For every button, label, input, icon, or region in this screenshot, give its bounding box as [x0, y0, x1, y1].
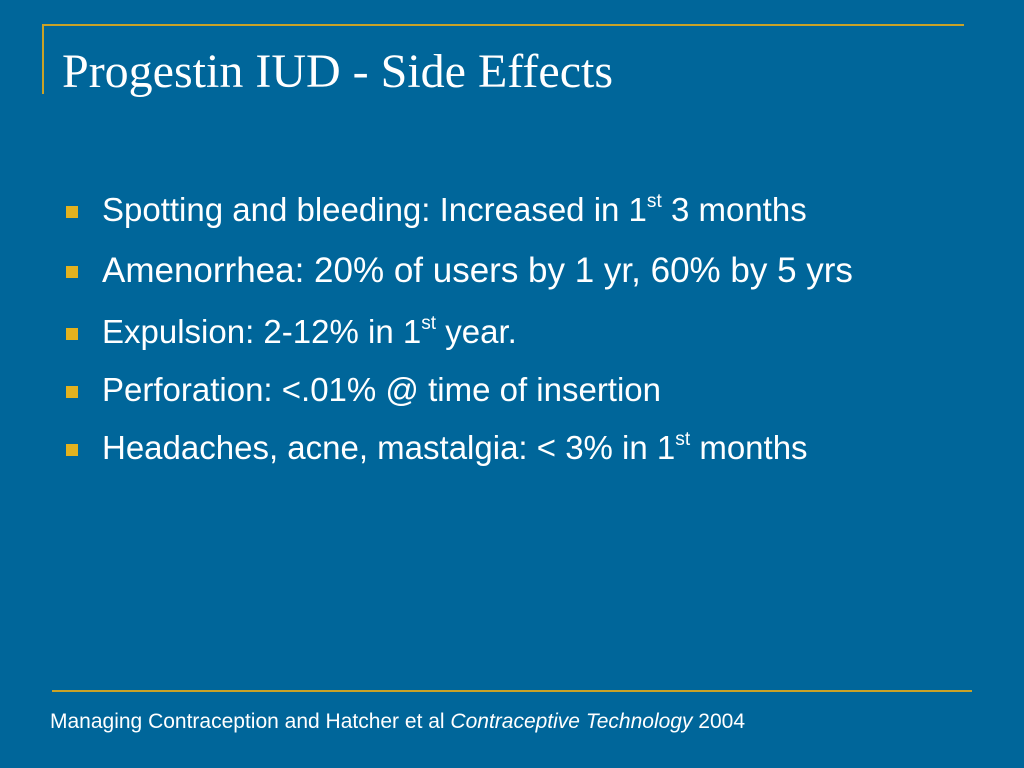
square-bullet-icon	[66, 206, 78, 218]
square-bullet-icon	[66, 386, 78, 398]
title-frame-top-line	[42, 24, 964, 26]
square-bullet-icon	[66, 266, 78, 278]
bullet-item-spotting: Spotting and bleeding: Increased in 1st …	[62, 186, 1014, 234]
bullet-item-headaches: Headaches, acne, mastalgia: < 3% in 1st …	[62, 424, 1014, 472]
square-bullet-icon	[66, 328, 78, 340]
footer-citation: Managing Contraception and Hatcher et al…	[50, 708, 745, 736]
bullet-text: Amenorrhea: 20% of users by 1 yr, 60% by…	[102, 251, 853, 290]
bullet-superscript: st	[421, 312, 437, 334]
citation-book-title: Contraceptive Technology	[450, 710, 693, 733]
bullet-item-perforation: Perforation: <.01% @ time of insertion	[62, 366, 1014, 414]
bullet-text-end: year.	[436, 313, 517, 350]
bullet-item-expulsion: Expulsion: 2-12% in 1st year.	[62, 308, 1014, 356]
bullet-list: Spotting and bleeding: Increased in 1st …	[62, 186, 1014, 472]
footer-divider	[52, 690, 972, 692]
title-frame-left-line	[42, 24, 44, 94]
citation-year: 2004	[692, 710, 746, 733]
square-bullet-icon	[66, 444, 78, 456]
bullet-text-end: 3 months	[661, 191, 807, 228]
citation-text: Managing Contraception and Hatcher et al	[50, 710, 451, 733]
bullet-text: Spotting and bleeding: Increased in 1	[102, 191, 647, 228]
bullet-item-amenorrhea: Amenorrhea: 20% of users by 1 yr, 60% by…	[62, 244, 1014, 298]
bullet-text: Perforation: <.01% @ time of insertion	[102, 371, 662, 408]
slide-title: Progestin IUD - Side Effects	[62, 45, 614, 98]
bullet-text: Expulsion: 2-12% in 1	[102, 313, 422, 350]
bullet-superscript: st	[646, 190, 662, 212]
bullet-superscript: st	[675, 428, 691, 450]
bullet-text: Headaches, acne, mastalgia: < 3% in 1	[102, 429, 676, 466]
bullet-text-end: months	[690, 429, 808, 466]
